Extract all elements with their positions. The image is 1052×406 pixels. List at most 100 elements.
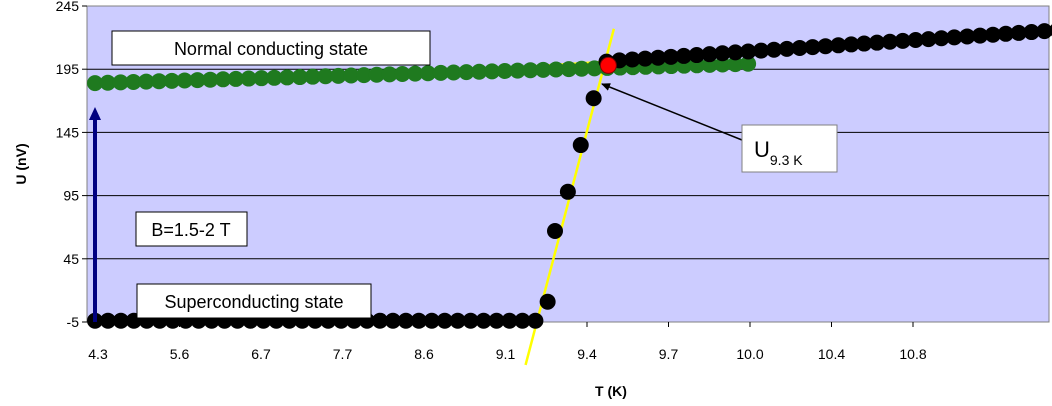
data-point <box>586 60 603 77</box>
data-point <box>343 67 360 84</box>
y-axis-title: U (nV) <box>13 143 29 184</box>
x-tick-label: 7.7 <box>333 346 353 362</box>
data-point <box>202 71 219 88</box>
data-point <box>514 312 531 329</box>
data-point <box>483 63 500 80</box>
data-point <box>933 30 950 47</box>
field-label: B=1.5-2 T <box>135 211 248 247</box>
x-tick-label: 9.1 <box>496 346 516 362</box>
data-point <box>419 65 436 82</box>
y-tick-label: 245 <box>56 0 80 14</box>
data-point <box>240 70 257 87</box>
data-point <box>1036 23 1052 40</box>
data-point <box>740 43 757 60</box>
data-point <box>317 68 334 85</box>
data-point <box>488 312 505 329</box>
data-point <box>163 72 180 89</box>
data-point <box>727 56 744 73</box>
data-point <box>87 75 103 92</box>
data-point <box>817 38 834 55</box>
data-point <box>714 45 731 62</box>
data-point <box>527 312 544 329</box>
data-point <box>445 64 462 81</box>
data-point <box>462 312 479 329</box>
u-callout-pointer <box>601 83 743 141</box>
data-point <box>585 90 602 107</box>
data-point <box>1049 24 1052 37</box>
data-point <box>410 312 427 329</box>
data-point <box>112 74 129 91</box>
data-point <box>727 44 744 61</box>
superconducting-state-label: Superconducting state <box>136 283 372 319</box>
data-point <box>624 51 641 68</box>
data-point <box>176 72 193 89</box>
data-point <box>869 34 885 51</box>
u93-point <box>599 56 617 74</box>
y-axis-ticks: -5 45 95 145 195 245 <box>56 0 87 330</box>
y-tick-label: 45 <box>63 251 79 267</box>
data-point <box>559 183 576 200</box>
data-point <box>830 37 847 54</box>
data-point <box>572 137 589 154</box>
x-tick-label: 5.6 <box>170 346 190 362</box>
data-point <box>227 70 244 87</box>
data-point <box>304 68 321 85</box>
data-point <box>560 61 577 78</box>
data-point <box>501 312 518 329</box>
x-tick-label: 9.7 <box>659 346 679 362</box>
data-point <box>189 72 206 89</box>
data-point <box>279 69 296 86</box>
data-point <box>371 312 388 329</box>
data-point <box>907 32 924 49</box>
data-point <box>394 66 411 83</box>
data-point <box>778 40 795 57</box>
data-point <box>573 60 590 77</box>
highlight-point <box>599 56 617 74</box>
data-point <box>436 312 453 329</box>
data-point <box>475 312 492 329</box>
data-point <box>843 36 860 53</box>
data-point <box>662 48 679 65</box>
data-point <box>471 63 488 80</box>
data-point <box>984 26 1001 43</box>
normal-state-label: Normal conducting state <box>111 30 431 66</box>
data-point <box>99 312 116 329</box>
y-tick-label: 195 <box>56 61 80 77</box>
data-point <box>496 62 513 79</box>
data-point <box>547 222 563 239</box>
data-point <box>423 312 440 329</box>
data-point <box>215 71 232 88</box>
data-point <box>765 41 782 58</box>
data-point <box>458 64 475 81</box>
data-point <box>959 28 976 45</box>
data-point <box>368 66 385 83</box>
data-point <box>253 70 270 87</box>
data-point <box>432 64 449 81</box>
data-point <box>920 31 937 48</box>
data-point <box>714 56 731 73</box>
data-point <box>381 66 398 83</box>
data-point <box>449 312 466 329</box>
data-point <box>881 33 898 50</box>
x-tick-label: 9.4 <box>577 346 597 362</box>
data-point <box>125 73 142 90</box>
x-tick-label: 8.6 <box>414 346 434 362</box>
data-point <box>522 62 539 79</box>
data-point <box>701 46 718 63</box>
data-point <box>740 55 757 72</box>
y-tick-label: 95 <box>63 188 79 204</box>
data-point <box>753 42 770 59</box>
x-tick-label: 4.3 <box>88 346 108 362</box>
data-point <box>1010 24 1027 41</box>
x-tick-label: 6.7 <box>251 346 271 362</box>
svg-text:B=1.5-2 T: B=1.5-2 T <box>151 220 230 240</box>
data-point <box>397 312 414 329</box>
data-point <box>946 29 963 46</box>
data-point <box>1023 24 1040 41</box>
svg-text:Normal conducting state: Normal conducting state <box>174 39 368 59</box>
data-point <box>384 312 401 329</box>
data-point <box>266 69 283 86</box>
data-point <box>151 73 168 90</box>
data-point <box>535 61 552 78</box>
